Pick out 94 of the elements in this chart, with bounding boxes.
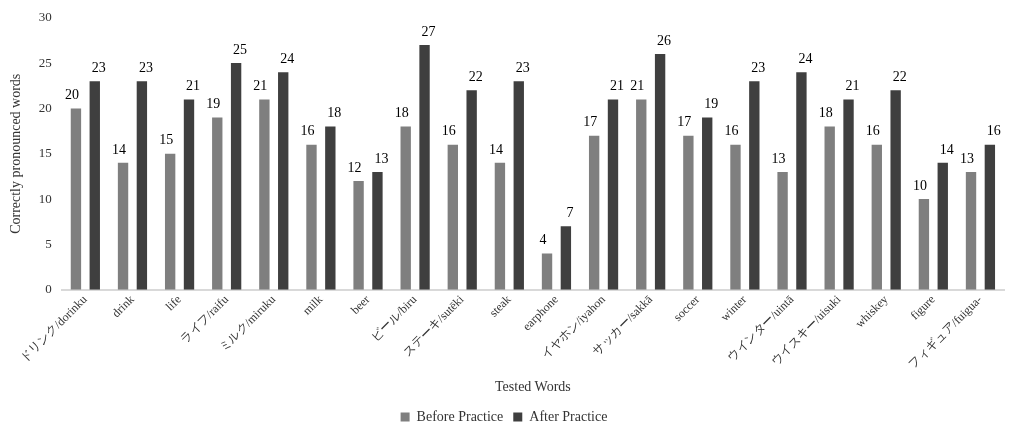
data-label: 25 [233,41,248,57]
bar [278,72,289,290]
bar [777,171,788,290]
data-label: 7 [566,204,574,220]
bar [513,81,524,290]
bar [325,126,336,290]
data-label: 27 [421,23,436,39]
data-label: 21 [253,78,268,94]
x-tick-label: milk [299,292,326,318]
bar [560,226,572,290]
y-tick-label: 5 [45,235,52,251]
bar [89,81,100,290]
data-label: 18 [818,105,833,121]
data-label: 18 [327,105,342,121]
x-tick-label: beer [347,292,373,317]
bar [230,63,242,290]
bar [702,117,713,290]
bar [466,90,477,290]
bar [400,126,411,290]
bar [683,135,694,290]
data-label: 18 [394,105,409,121]
bar [588,135,600,290]
bar [749,81,760,290]
bar [796,72,807,290]
bar [843,99,854,290]
y-tick-label: 30 [38,9,52,25]
y-tick-label: 20 [38,99,52,115]
bar [607,99,619,290]
data-label: 16 [724,123,739,139]
data-label: 14 [939,141,954,157]
data-label: 17 [677,114,692,130]
bar [890,90,901,290]
bar [654,54,666,290]
data-label: 21 [630,78,645,94]
y-tick-label: 0 [45,281,52,297]
bar [353,180,364,290]
bar [419,44,430,290]
data-label: 23 [515,59,530,75]
bar [70,108,82,290]
x-tick-label: life [162,292,184,314]
data-label: 12 [347,159,362,175]
data-label: 26 [657,32,672,48]
data-label: 20 [64,87,79,103]
bar [447,144,458,290]
data-label: 21 [609,78,624,94]
bar [871,144,882,290]
bar [730,144,741,290]
data-label: 24 [280,50,295,66]
data-label: 23 [91,59,106,75]
data-label: 23 [138,59,153,75]
data-label: 10 [912,177,927,193]
bar [541,253,553,290]
bar [824,126,835,290]
data-label: 13 [374,150,389,166]
bar [259,99,270,290]
bar [494,162,506,290]
data-label: 14 [112,141,127,157]
data-label: 19 [704,96,719,112]
bar [984,144,996,290]
data-label: 23 [751,59,766,75]
data-label: 24 [798,50,813,66]
bar [183,99,195,290]
data-label: 21 [845,78,860,94]
x-axis-title: Tested Words [495,379,571,395]
data-label: 19 [206,96,221,112]
bar [117,162,129,290]
bar [212,117,223,290]
data-label: 16 [300,123,315,139]
y-axis-title: Correctly pronounced words [8,73,24,234]
data-label: 15 [159,132,174,148]
data-label: 22 [468,68,483,84]
bar [164,153,176,290]
data-label: 16 [865,123,880,139]
data-label: 22 [892,68,907,84]
bar [372,171,383,290]
data-label: 21 [186,78,200,94]
bar [937,162,948,290]
bar [306,144,317,290]
data-label: 4 [539,232,547,248]
data-label: 13 [771,150,786,166]
data-label: 14 [488,141,503,157]
y-tick-label: 25 [38,54,52,70]
bar [918,199,930,290]
bar [636,99,647,290]
y-tick-label: 15 [38,145,52,161]
data-label: 16 [441,123,456,139]
legend-label: Before Practice [416,408,504,424]
bar [965,171,977,290]
legend-label: After Practice [529,408,608,424]
data-label: 13 [960,150,975,166]
data-label: 17 [583,114,598,130]
y-tick-label: 10 [38,190,52,206]
data-label: 16 [986,123,1001,139]
bar [136,81,148,290]
